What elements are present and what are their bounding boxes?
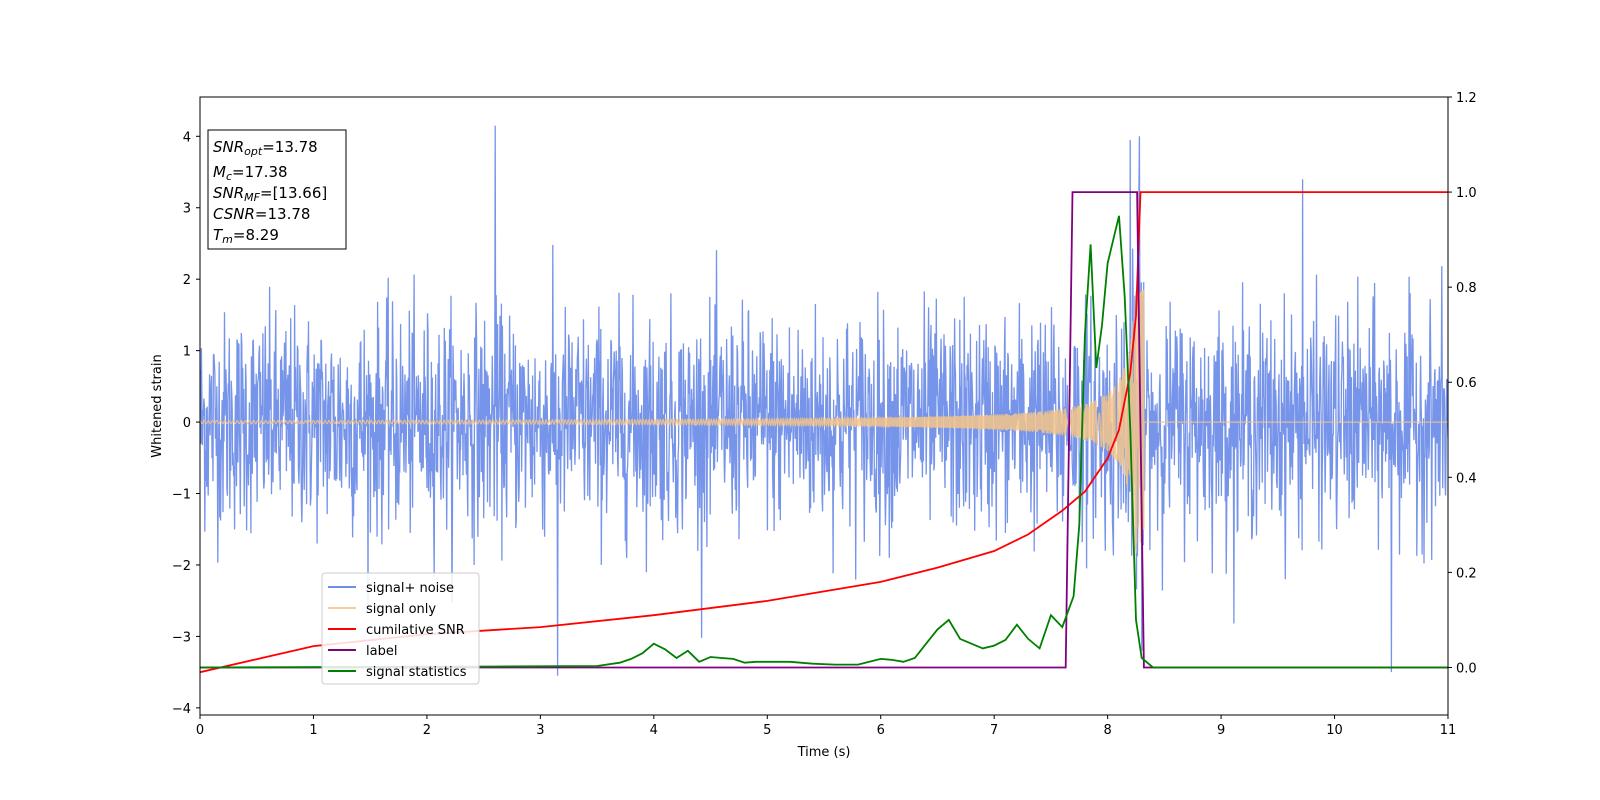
x-axis: 0 1 2 3 4 5 6 7 8 9 10 11 — [196, 715, 1456, 738]
x-tick-label: 7 — [990, 723, 998, 738]
y-right-tick-label: 0.4 — [1456, 471, 1477, 486]
x-tick-label: 11 — [1440, 723, 1457, 738]
info-line: CSNR=13.78 — [213, 205, 310, 223]
series-signal-statistics — [200, 215, 1448, 669]
y-right-tick-label: 1.0 — [1456, 186, 1477, 201]
y-left-tick-label: 2 — [183, 273, 191, 288]
info-line: Tm=8.29 — [213, 226, 279, 246]
y-right-tick-label: 0.6 — [1456, 376, 1477, 391]
series-signal-noise — [200, 125, 1448, 676]
y-left-tick-label: 3 — [183, 202, 191, 217]
legend-label: signal statistics — [366, 665, 467, 680]
series-signal-only — [200, 289, 1448, 553]
info-box-frame — [207, 129, 347, 250]
legend-label: cumilative SNR — [366, 623, 465, 638]
y-left-tick-label: −1 — [172, 488, 191, 503]
legend: signal+ noise signal only cumilative SNR la… — [321, 572, 480, 685]
legend-frame — [321, 572, 480, 685]
y-right-tick-label: 0.2 — [1456, 566, 1477, 581]
plot-area — [200, 125, 1448, 676]
series-cumilative-snr — [200, 191, 1448, 674]
info-line: Mc=17.38 — [213, 163, 288, 183]
info-box: SNRopt=13.78 Mc=17.38SNRMF=[13.66]CSNR=13… — [207, 129, 347, 250]
x-tick-label: 6 — [877, 723, 885, 738]
y-axis-left: −4 −3 −2 −1 0 1 2 3 4 — [172, 130, 200, 717]
legend-label: label — [366, 644, 397, 659]
x-tick-label: 8 — [1103, 723, 1111, 738]
x-tick-label: 4 — [650, 723, 658, 738]
legend-label: signal+ noise — [366, 581, 454, 596]
y-right-tick-label: 0.8 — [1456, 281, 1477, 296]
info-line: SNRopt=13.78 — [213, 138, 318, 158]
axes-frame — [199, 96, 1449, 716]
y-left-tick-label: 1 — [183, 345, 191, 360]
y-left-tick-label: −4 — [172, 702, 191, 717]
x-tick-label: 5 — [763, 723, 771, 738]
x-tick-label: 1 — [309, 723, 317, 738]
y-axis-label: Whitened strain — [150, 354, 165, 457]
x-tick-label: 2 — [423, 723, 431, 738]
y-axis-right: 0.0 0.2 0.4 0.6 0.8 1.0 1.2 — [1448, 91, 1477, 676]
y-right-tick-label: 0.0 — [1456, 661, 1477, 676]
y-left-tick-label: −2 — [172, 559, 191, 574]
x-tick-label: 9 — [1217, 723, 1225, 738]
info-line: SNRMF=[13.66] — [213, 184, 327, 204]
y-left-tick-label: 0 — [183, 416, 191, 431]
y-right-tick-label: 1.2 — [1456, 91, 1477, 106]
y-left-tick-label: 4 — [183, 130, 191, 145]
x-tick-label: 3 — [536, 723, 544, 738]
legend-label: signal only — [366, 602, 436, 617]
x-tick-label: 10 — [1326, 723, 1343, 738]
x-tick-label: 0 — [196, 723, 204, 738]
y-left-tick-label: −3 — [172, 630, 191, 645]
x-axis-label: Time (s) — [797, 745, 851, 760]
